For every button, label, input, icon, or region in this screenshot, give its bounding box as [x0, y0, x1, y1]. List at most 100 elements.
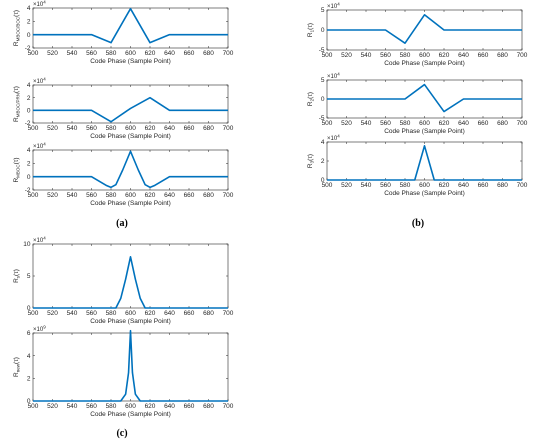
x-tick-label: 680 [497, 120, 508, 127]
series-line [327, 83, 522, 113]
x-tick-label: 680 [203, 192, 214, 199]
y-axis-label: RMBOC/BOC(τ) [13, 10, 21, 46]
x-tick-label: 660 [478, 182, 489, 189]
y-tick-label: 0 [27, 305, 31, 312]
x-tick-label: 520 [341, 52, 352, 59]
x-tick-label: 700 [517, 120, 528, 127]
y-exponent-label: ×104 [33, 142, 46, 151]
x-tick-label: 580 [106, 403, 117, 410]
x-tick-label: 520 [47, 310, 58, 317]
x-tick-label: 660 [184, 403, 195, 410]
x-tick-label: 640 [458, 120, 469, 127]
x-tick-label: 660 [184, 310, 195, 317]
x-tick-label: 660 [184, 50, 195, 57]
x-tick-label: 540 [67, 403, 78, 410]
x-tick-label: 500 [28, 50, 39, 57]
x-tick-label: 700 [223, 125, 234, 132]
x-tick-label: 700 [223, 403, 234, 410]
y-tick-label: 0 [27, 174, 31, 181]
y-tick-label: 4 [27, 147, 31, 154]
x-tick-label: 540 [67, 125, 78, 132]
x-tick-label: 500 [28, 403, 39, 410]
y-tick-label: 5 [321, 77, 325, 84]
y-tick-label: -5 [319, 115, 325, 122]
y-tick-label: 4 [321, 139, 325, 146]
y-tick-label: 0 [321, 27, 325, 34]
x-tick-label: 600 [125, 50, 136, 57]
x-tick-label: 500 [322, 120, 333, 127]
y-tick-label: 2 [321, 158, 325, 165]
x-tick-label: 620 [145, 192, 156, 199]
x-tick-label: 660 [184, 192, 195, 199]
y-exponent-label: ×104 [327, 2, 340, 11]
x-tick-label: 680 [497, 52, 508, 59]
x-tick-label: 660 [478, 120, 489, 127]
x-tick-label: 520 [47, 50, 58, 57]
x-tick-label: 660 [184, 125, 195, 132]
x-tick-label: 520 [47, 403, 58, 410]
x-tick-label: 700 [517, 182, 528, 189]
y-exponent-label: ×104 [33, 77, 46, 86]
x-tick-label: 560 [86, 125, 97, 132]
y-axis-label: R2(τ) [307, 92, 315, 106]
x-tick-label: 560 [86, 192, 97, 199]
series-line [33, 7, 228, 44]
panel-label-c: (c) [116, 428, 127, 439]
y-tick-label: 4 [27, 82, 31, 89]
x-axis-label: Code Phase (Sample Point) [90, 58, 171, 65]
x-tick-label: 620 [145, 403, 156, 410]
x-tick-label: 580 [106, 50, 117, 57]
x-tick-label: 520 [341, 182, 352, 189]
x-tick-label: 700 [223, 192, 234, 199]
x-tick-label: 640 [164, 192, 175, 199]
y-tick-label: -2 [25, 187, 31, 194]
y-axis-label: R1(τ) [307, 23, 315, 37]
y-exponent-label: ×109 [33, 325, 46, 334]
y-tick-label: 0 [27, 32, 31, 39]
y-axis-label: Rs(τ) [13, 269, 21, 283]
y-tick-label: 2 [27, 376, 31, 383]
x-tick-label: 500 [322, 182, 333, 189]
x-tick-label: 620 [145, 310, 156, 317]
x-tick-label: 580 [400, 52, 411, 59]
y-tick-label: 2 [27, 19, 31, 26]
y-tick-label: 4 [27, 5, 31, 12]
x-tick-label: 640 [164, 125, 175, 132]
x-tick-label: 600 [419, 182, 430, 189]
x-tick-label: 680 [203, 50, 214, 57]
x-tick-label: 520 [341, 120, 352, 127]
x-tick-label: 600 [125, 125, 136, 132]
x-tick-label: 680 [497, 182, 508, 189]
y-tick-label: -2 [25, 45, 31, 52]
x-tick-label: 680 [203, 310, 214, 317]
x-tick-label: 640 [164, 310, 175, 317]
y-tick-label: 2 [27, 161, 31, 168]
x-axis-label: Code Phase (Sample Point) [90, 318, 171, 325]
y-tick-label: -5 [319, 47, 325, 54]
x-tick-label: 600 [125, 403, 136, 410]
x-tick-label: 520 [47, 125, 58, 132]
x-tick-label: 540 [67, 50, 78, 57]
x-tick-label: 640 [164, 403, 175, 410]
y-tick-label: 0 [321, 96, 325, 103]
series-line [33, 150, 228, 189]
x-tick-label: 560 [380, 182, 391, 189]
plot-area [32, 84, 229, 124]
x-tick-label: 560 [86, 310, 97, 317]
y-tick-label: 6 [27, 330, 31, 337]
x-tick-label: 680 [203, 125, 214, 132]
panel-label-a: (a) [116, 218, 128, 229]
x-tick-label: 520 [47, 192, 58, 199]
x-tick-label: 600 [125, 310, 136, 317]
series-line [33, 96, 228, 123]
x-tick-label: 700 [223, 50, 234, 57]
series-line [327, 145, 522, 181]
x-axis-label: Code Phase (Sample Point) [384, 128, 465, 135]
x-tick-label: 560 [380, 52, 391, 59]
x-tick-label: 580 [400, 182, 411, 189]
panel-label-b: (b) [412, 218, 424, 229]
x-tick-label: 500 [322, 52, 333, 59]
y-tick-label: 10 [23, 241, 31, 248]
plot-area [32, 149, 229, 191]
